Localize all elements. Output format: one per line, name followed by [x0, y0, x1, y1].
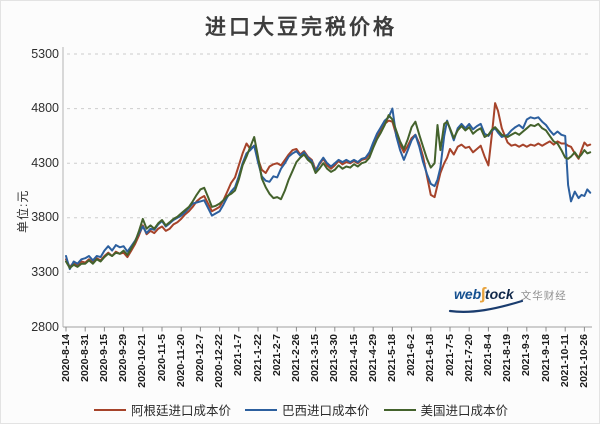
x-tick-label: 2021-8-4 — [481, 334, 494, 377]
x-tick-label: 2020-8-14 — [59, 334, 72, 382]
watermark-swoosh-icon — [448, 299, 524, 313]
y-tick-label: 5300 — [31, 46, 59, 61]
x-tick-label: 2021-7-20 — [462, 334, 475, 382]
x-tick-label: 2021-3-15 — [309, 334, 322, 382]
x-tick-label: 2021-3-30 — [328, 334, 341, 382]
watermark-caption: 文华财经 — [520, 290, 567, 302]
x-tick-label: 2020-12-7 — [193, 334, 206, 382]
series-line — [65, 102, 592, 268]
y-tick-label: 2800 — [31, 319, 59, 334]
legend-label: 美国进口成本价 — [420, 404, 509, 418]
y-tick-label: 3300 — [31, 264, 59, 279]
x-tick-label: 2020-11-5 — [155, 334, 168, 382]
legend-line-swatch — [93, 408, 126, 411]
watermark-s-glyph: ʃ — [480, 284, 486, 303]
x-tick-label: 2021-1-7 — [232, 334, 245, 377]
x-tick-label: 2020-12-22 — [213, 334, 226, 388]
legend-item: 阿根廷进口成本价 — [93, 400, 231, 419]
x-tick-label: 2021-6-2 — [405, 334, 418, 377]
x-tick-label: 2021-2-26 — [289, 334, 302, 382]
x-tick-label: 2020-8-31 — [78, 334, 91, 382]
x-tick-label: 2020-11-20 — [174, 334, 187, 388]
x-tick-label: 2020-9-29 — [117, 334, 130, 382]
x-tick-label: 2021-4-29 — [366, 334, 379, 382]
legend-line-swatch — [244, 408, 277, 411]
x-tick-label: 2021-10-11 — [558, 334, 571, 388]
x-tick-label: 2021-7-5 — [443, 334, 456, 377]
legend-label: 阿根廷进口成本价 — [130, 404, 231, 418]
x-tick-label: 2020-10-21 — [136, 334, 149, 388]
x-tick-label: 2021-2-7 — [270, 334, 283, 377]
x-tick-label: 2021-8-19 — [501, 334, 514, 382]
chart-title: 进口大豆完税价格 — [205, 16, 397, 39]
x-tick-label: 2021-6-18 — [424, 334, 437, 382]
legend-line-swatch — [383, 408, 416, 411]
legend-label: 巴西进口成本价 — [281, 404, 370, 418]
x-tick-label: 2021-10-26 — [577, 334, 590, 388]
watermark: web ʃ tock 文华财经 — [448, 284, 584, 313]
series-line — [65, 107, 592, 271]
y-tick-label: 4800 — [31, 101, 59, 116]
x-tick-label: 2021-9-3 — [520, 334, 533, 377]
watermark-tock-text: tock — [484, 286, 514, 302]
x-tick-label: 2021-1-22 — [251, 334, 264, 382]
x-tick-label: 2020-9-15 — [97, 334, 110, 382]
x-tick-label: 2021-9-18 — [539, 334, 552, 382]
y-tick-label: 3800 — [31, 210, 59, 225]
x-tick-label: 2021-4-15 — [347, 334, 360, 382]
y-tick-label: 4300 — [31, 155, 59, 170]
series-line — [65, 114, 592, 269]
x-tick-label: 2021-5-18 — [385, 334, 398, 382]
legend-item: 巴西进口成本价 — [244, 400, 370, 419]
legend-item: 美国进口成本价 — [383, 400, 509, 419]
chart-legend: 阿根廷进口成本价 巴西进口成本价 美国进口成本价 — [1, 400, 599, 419]
watermark-web-text: web — [454, 286, 482, 302]
